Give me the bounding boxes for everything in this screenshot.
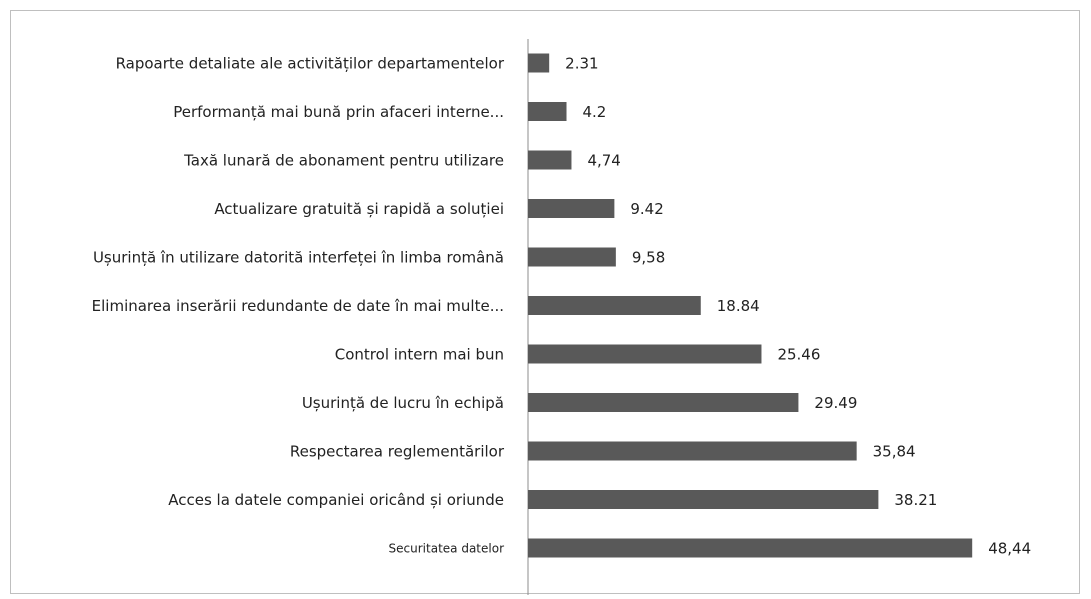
value-label: 9,58 <box>632 249 665 267</box>
value-label: 18.84 <box>717 297 760 315</box>
category-label: Control intern mai bun <box>335 346 504 364</box>
value-label: 38.21 <box>894 491 937 509</box>
chart-frame: Rapoarte detaliate ale activităților dep… <box>10 10 1080 594</box>
bar <box>528 539 972 558</box>
bar <box>528 490 878 509</box>
category-label: Performanță mai bună prin afaceri intern… <box>173 103 504 121</box>
bar-chart: Rapoarte detaliate ale activităților dep… <box>11 11 1081 595</box>
value-label: 29.49 <box>814 394 857 412</box>
value-label: 2.31 <box>565 55 598 73</box>
category-label: Securitatea datelor <box>389 542 505 556</box>
bar <box>528 345 761 364</box>
bar <box>528 248 616 267</box>
category-label: Ușurință în utilizare datorită interfețe… <box>93 249 504 267</box>
bar <box>528 151 571 170</box>
category-label: Eliminarea inserării redundante de date … <box>92 297 504 315</box>
value-label: 9.42 <box>630 200 663 218</box>
category-label: Ușurință de lucru în echipă <box>302 394 504 412</box>
bar <box>528 442 857 461</box>
category-label: Taxă lunară de abonament pentru utilizar… <box>183 152 504 170</box>
bar <box>528 54 549 73</box>
value-label: 48,44 <box>988 540 1031 558</box>
bar <box>528 102 567 121</box>
bar <box>528 199 614 218</box>
value-label: 25.46 <box>777 346 820 364</box>
value-label: 4,74 <box>587 152 620 170</box>
category-label: Acces la datele companiei oricând și ori… <box>168 491 504 509</box>
category-label: Actualizare gratuită și rapidă a soluție… <box>214 200 504 218</box>
category-label: Rapoarte detaliate ale activităților dep… <box>116 55 505 73</box>
bar <box>528 393 798 412</box>
value-label: 4.2 <box>583 103 607 121</box>
category-label: Respectarea reglementărilor <box>290 443 505 461</box>
value-label: 35,84 <box>873 443 916 461</box>
bar <box>528 296 701 315</box>
